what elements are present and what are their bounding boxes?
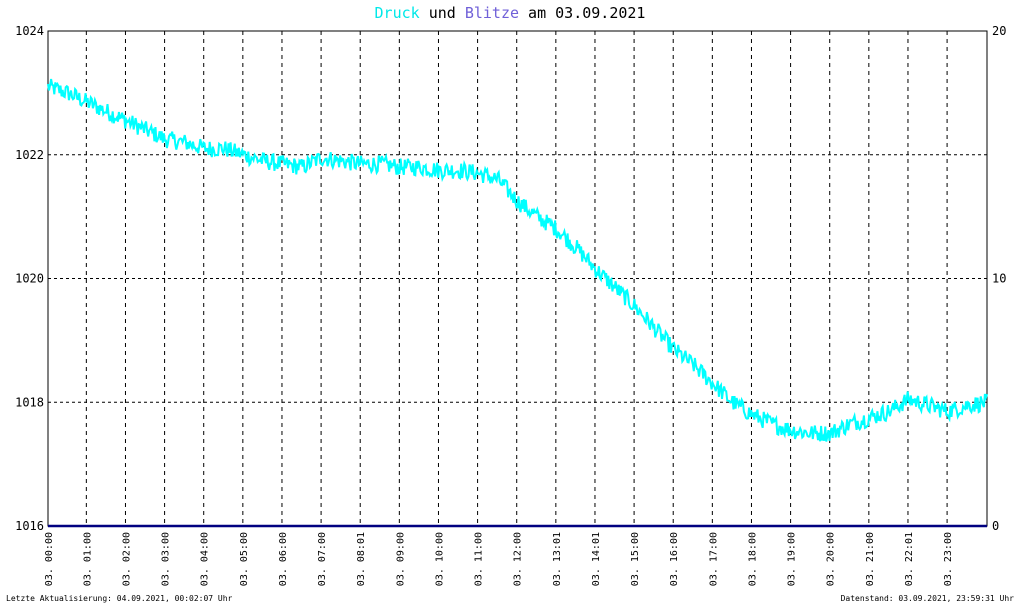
x-tick-label: 03. 02:00 (121, 532, 132, 586)
x-tick-label: 03. 22:01 (904, 532, 915, 586)
x-tick-label: 03. 21:00 (865, 532, 876, 586)
x-tick-label: 03. 20:00 (826, 532, 837, 586)
x-tick-label: 03. 08:01 (356, 532, 367, 586)
x-tick-label: 03. 17:00 (708, 532, 719, 586)
x-tick-label: 03. 10:00 (434, 532, 445, 586)
chart-title: Druck und Blitze am 03.09.2021 (375, 4, 646, 22)
x-tick-label: 03. 19:00 (787, 532, 798, 586)
x-tick-label: 03. 03:00 (161, 532, 172, 586)
x-tick-label: 03. 07:00 (317, 532, 328, 586)
footer-data-status: Datenstand: 03.09.2021, 23:59:31 Uhr (841, 594, 1015, 603)
x-tick-label: 03. 11:00 (474, 532, 485, 586)
series-line-druck (47, 78, 988, 442)
x-tick-label: 03. 12:00 (513, 532, 524, 586)
grid-lines (48, 31, 987, 526)
y-right-tick-label: 20 (992, 24, 1006, 38)
y-axis-left: 1016 1018 1020 1022 1024 (15, 24, 44, 533)
y-left-tick-label: 1022 (15, 148, 44, 162)
title-und: und (420, 4, 465, 22)
y-left-tick-label: 1018 (15, 395, 44, 409)
footer-last-update: Letzte Aktualisierung: 04.09.2021, 00:02… (6, 594, 233, 603)
y-right-tick-label: 0 (992, 519, 999, 533)
x-tick-label: 03. 18:00 (747, 532, 758, 586)
x-tick-label: 03. 00:00 (44, 532, 55, 586)
y-left-tick-label: 1020 (15, 272, 44, 286)
x-tick-label: 03. 15:00 (630, 532, 641, 586)
x-tick-label: 03. 23:00 (943, 532, 954, 586)
x-tick-label: 03. 13:01 (552, 532, 563, 586)
series-layer (47, 78, 988, 528)
x-tick-label: 03. 04:00 (200, 532, 211, 586)
x-tick-label: 03. 14:01 (591, 532, 602, 586)
x-tick-label: 03. 06:00 (278, 532, 289, 586)
y-left-tick-label: 1016 (15, 519, 44, 533)
y-axis-right: 0 10 20 (992, 24, 1006, 533)
x-tick-label: 03. 16:00 (669, 532, 680, 586)
y-right-tick-label: 10 (992, 272, 1006, 286)
x-tick-label: 03. 09:00 (395, 532, 406, 586)
x-tick-label: 03. 01:00 (82, 532, 93, 586)
title-date: am 03.09.2021 (519, 4, 645, 22)
x-axis: 03. 00:00 03. 01:00 03. 02:00 03. 03:00 03. … (44, 532, 954, 586)
x-tick-label: 03. 05:00 (239, 532, 250, 586)
y-left-tick-label: 1024 (15, 24, 44, 38)
title-druck: Druck (375, 4, 420, 22)
title-blitze: Blitze (465, 4, 519, 22)
